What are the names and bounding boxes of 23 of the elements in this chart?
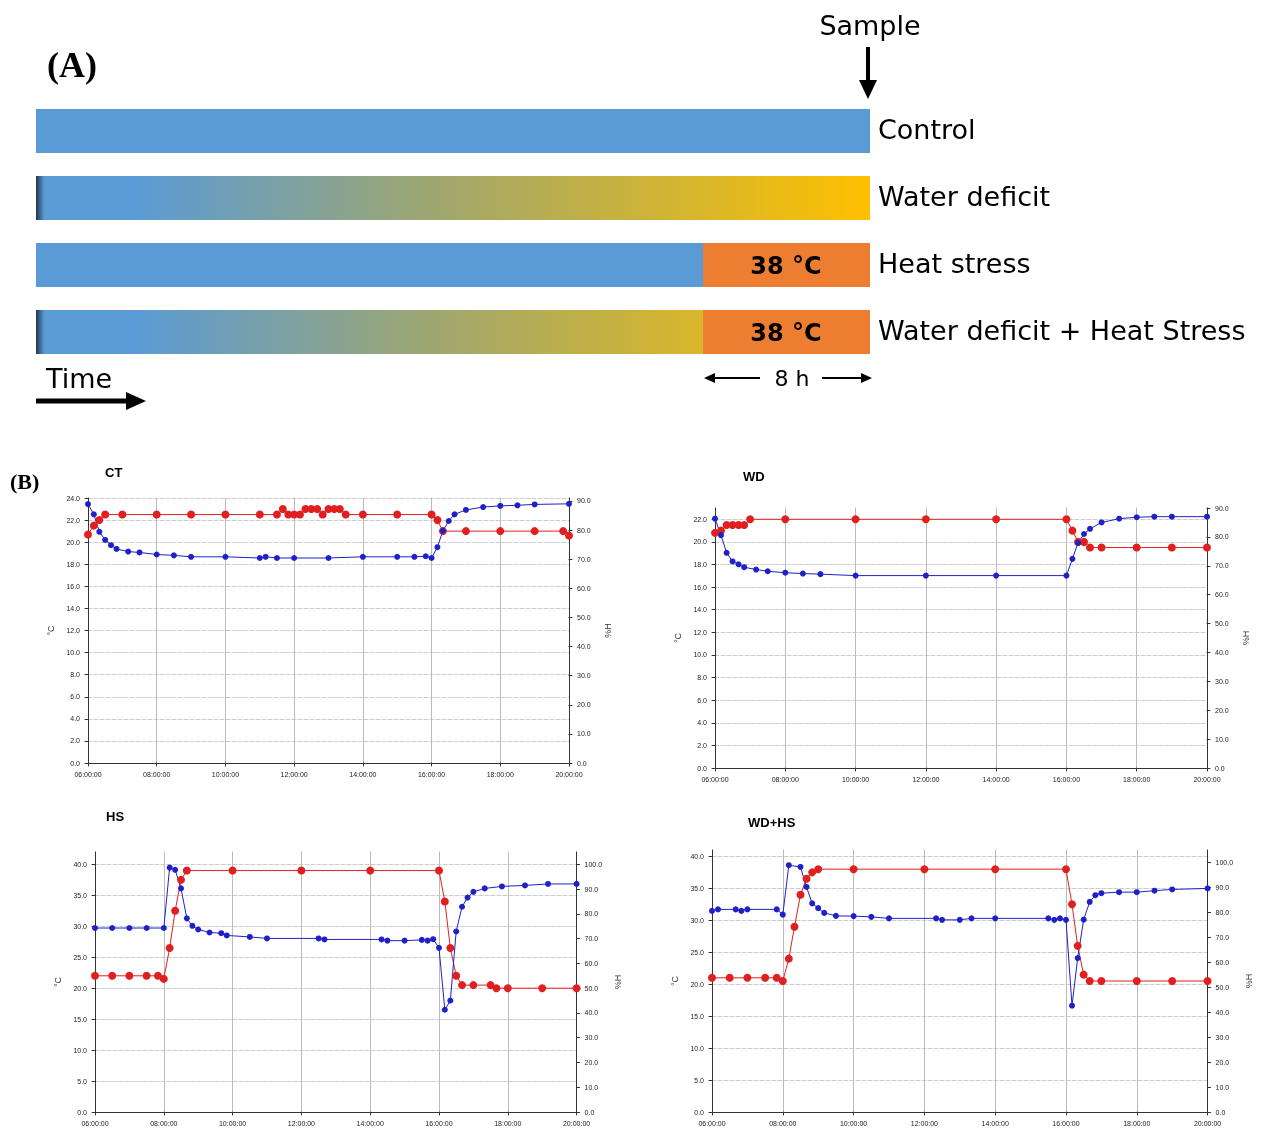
y-axis-title: °C (52, 976, 63, 988)
text: Time (45, 363, 113, 394)
y-axis-title: °C (45, 624, 56, 636)
y-axis-title: °C (669, 975, 680, 987)
chart-title: WD+HS (748, 815, 796, 830)
text: Sample (819, 10, 921, 41)
text: Water deficit + Heat Stress (878, 315, 1246, 346)
y-axis-title: °C (672, 632, 683, 644)
text: Water deficit (878, 181, 1051, 212)
text: 38 °C (750, 252, 822, 280)
text: (B) (10, 468, 40, 494)
chart-title: WD (743, 469, 765, 484)
y2-axis-title: %H (602, 623, 613, 638)
chart-title: HS (106, 809, 125, 824)
text: Control (878, 114, 976, 145)
text: Heat stress (878, 248, 1031, 279)
y2-axis-title: %H (612, 974, 623, 990)
text: 38 °C (750, 319, 822, 347)
y2-axis-title: %H (1240, 630, 1251, 646)
text: 8 h (774, 366, 810, 391)
y2-axis-title: %H (1243, 973, 1254, 989)
text: (A) (47, 45, 97, 85)
chart-title: CT (105, 465, 123, 480)
